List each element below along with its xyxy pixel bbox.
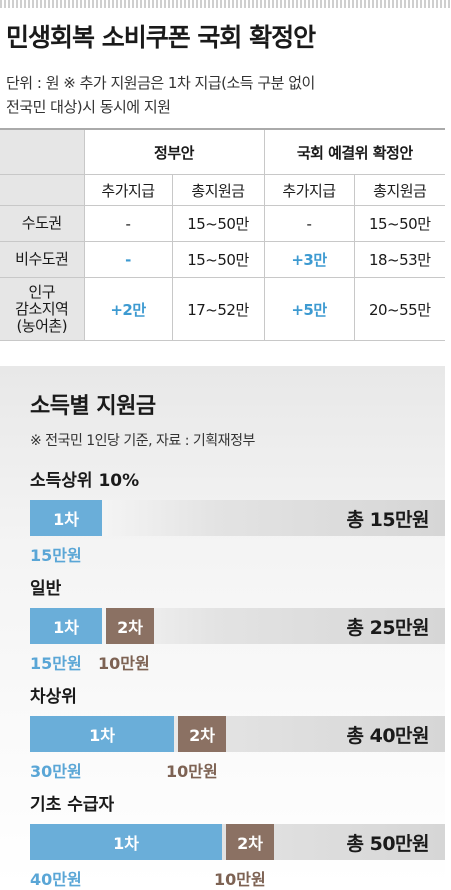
sub-header: 추가지급 [83, 174, 173, 206]
unit-note-line2: 전국민 대상)시 동시에 지원 [6, 98, 171, 116]
value-label-1st: 15만원 [30, 654, 82, 673]
income-chart-panel: 소득별 지원금 ※ 전국민 1인당 기준, 자료 : 기획재정부 소득상위 10… [0, 366, 445, 889]
value-label-2nd: 10만원 [98, 654, 150, 673]
table-cell: - [263, 205, 355, 242]
table-corner [0, 174, 85, 206]
group-header-assembly: 국회 예결위 확정안 [263, 128, 445, 175]
table-cell: 18~53만 [353, 241, 445, 278]
bar-segment-1st: 1차 [30, 824, 222, 860]
row-label: 수도권 [0, 205, 85, 242]
value-label-1st: 30만원 [30, 762, 82, 781]
table-cell: 17~52만 [171, 277, 265, 341]
bar-segment-1st: 1차 [30, 608, 102, 644]
bar-segment-1st: 1차 [30, 500, 102, 536]
row-label-line: (농어촌) [16, 316, 68, 335]
bar-segment-2nd: 2차 [106, 608, 154, 644]
top-divider [0, 0, 451, 8]
row-label: 비수도권 [0, 241, 85, 278]
bar-total-label: 총 50만원 [346, 832, 430, 855]
bar-total-label: 총 15만원 [346, 508, 430, 531]
row-label-line: 인구 [28, 282, 56, 301]
row-label-line: 감소지역 [15, 299, 69, 318]
page-title: 민생회복 소비쿠폰 국회 확정안 [6, 23, 316, 52]
chart-title: 소득별 지원금 [30, 394, 156, 419]
chart-source-note: ※ 전국민 1인당 기준, 자료 : 기획재정부 [30, 433, 255, 449]
table-corner [0, 128, 85, 175]
table-cell: +2만 [83, 277, 173, 341]
support-table: 정부안 국회 예결위 확정안 추가지급 총지원금 추가지급 총지원금 수도권 -… [0, 128, 445, 341]
row-label: 인구 감소지역 (농어촌) [0, 277, 85, 341]
sub-header: 총지원금 [353, 174, 445, 206]
table-sub-header-row: 추가지급 총지원금 추가지급 총지원금 [0, 174, 445, 206]
table-cell: - [83, 205, 173, 242]
value-label-1st: 15만원 [30, 546, 82, 565]
bar-track: 1차 2차 총 40만원 [30, 716, 445, 752]
table-cell: 15~50만 [171, 241, 265, 278]
category-label: 일반 [30, 579, 62, 599]
table-row: 비수도권 - 15~50만 +3만 18~53만 [0, 241, 445, 278]
bar-track: 1차 2차 총 25만원 [30, 608, 445, 644]
table-cell: 15~50만 [171, 205, 265, 242]
bar-segment-2nd: 2차 [178, 716, 226, 752]
table-cell: 20~55만 [353, 277, 445, 341]
value-label-2nd: 10만원 [166, 762, 218, 781]
category-label: 기초 수급자 [30, 795, 115, 815]
table-group-header-row: 정부안 국회 예결위 확정안 [0, 128, 445, 175]
table-cell: 15~50만 [353, 205, 445, 242]
sub-header: 총지원금 [171, 174, 265, 206]
category-label: 차상위 [30, 687, 77, 707]
bar-total-label: 총 25만원 [346, 616, 430, 639]
sub-header: 추가지급 [263, 174, 355, 206]
value-label-1st: 40만원 [30, 870, 82, 889]
table-row: 인구 감소지역 (농어촌) +2만 17~52만 +5만 20~55만 [0, 277, 445, 341]
bar-segment-1st: 1차 [30, 716, 174, 752]
table-cell: - [83, 241, 173, 278]
table-row: 수도권 - 15~50만 - 15~50만 [0, 205, 445, 242]
table-cell: +3만 [263, 241, 355, 278]
table-cell: +5만 [263, 277, 355, 341]
bar-track: 1차 2차 총 50만원 [30, 824, 445, 860]
group-header-government: 정부안 [83, 128, 265, 175]
category-label: 소득상위 10% [30, 471, 140, 491]
bar-track: 1차 총 15만원 [30, 500, 445, 536]
bar-total-label: 총 40만원 [346, 724, 430, 747]
unit-note-line1: 단위 : 원 ※ 추가 지원금은 1차 지급(소득 구분 없이 [6, 74, 315, 92]
bar-segment-2nd: 2차 [226, 824, 274, 860]
value-label-2nd: 10만원 [214, 870, 266, 889]
